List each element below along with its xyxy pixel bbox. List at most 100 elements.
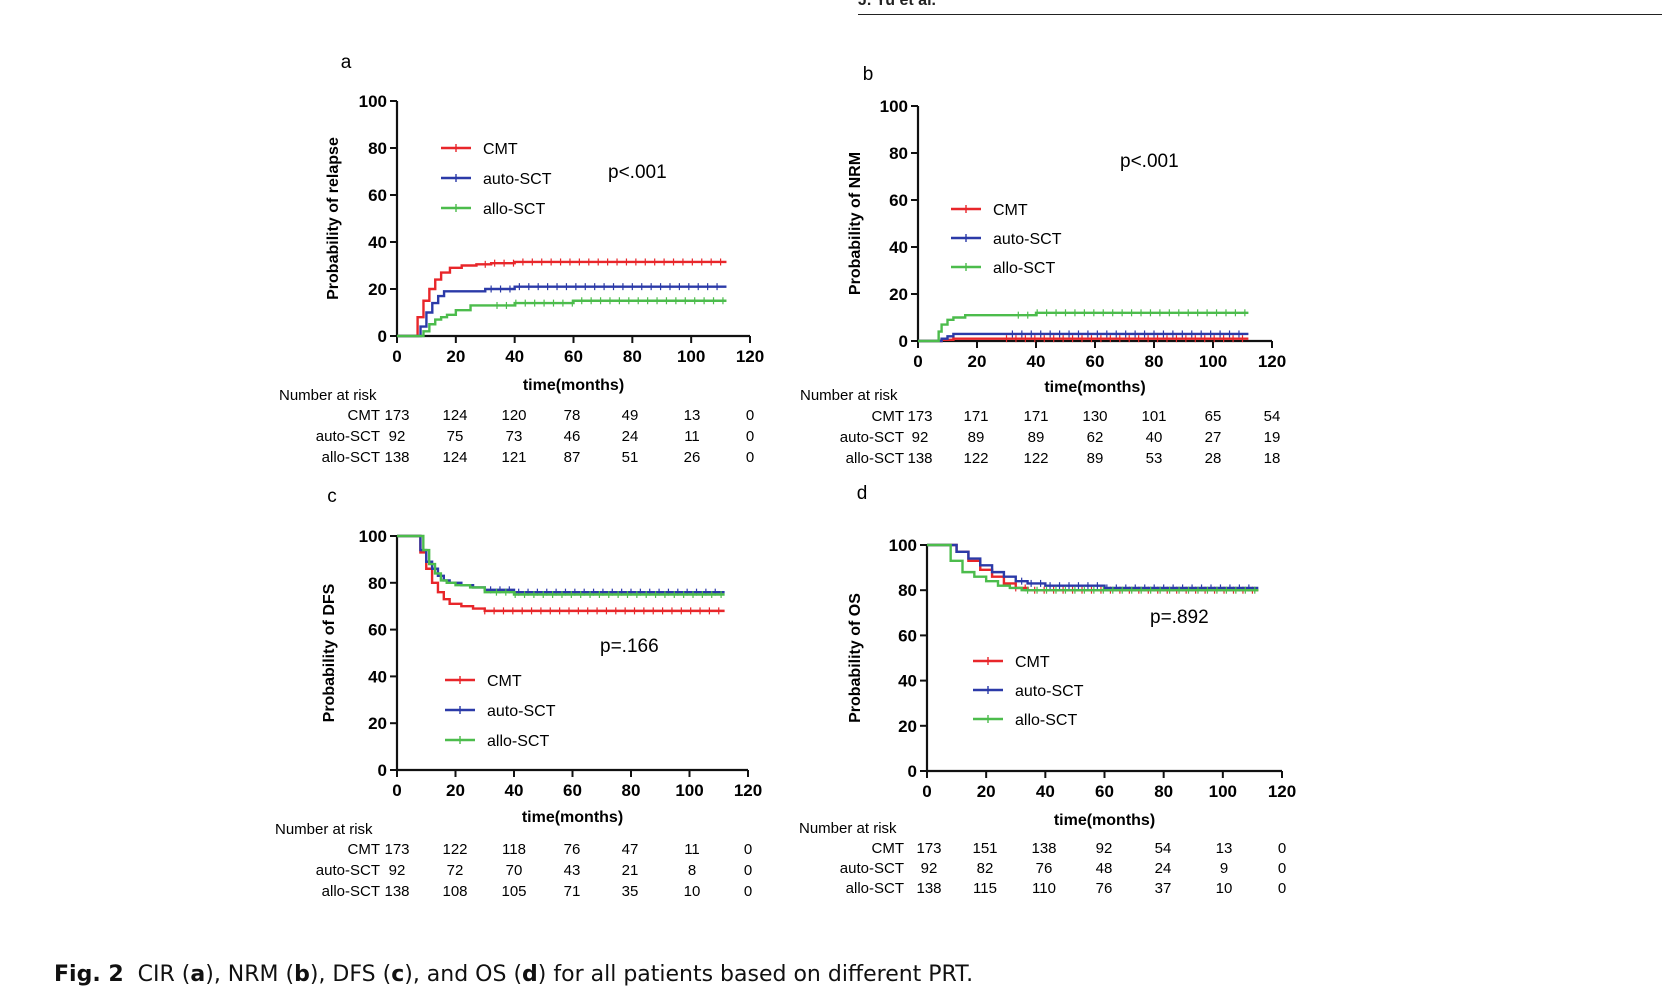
risk-value: 118 — [502, 841, 526, 858]
y-tick-label: 0 — [899, 332, 908, 351]
risk-value: 121 — [501, 449, 526, 466]
risk-value: 0 — [746, 428, 754, 445]
y-tick-label: 40 — [368, 233, 387, 252]
legend: CMT auto-SCT allo-SCT — [441, 141, 552, 218]
legend: CMT auto-SCT allo-SCT — [445, 673, 556, 750]
risk-value: 124 — [442, 449, 467, 466]
running-head: J. Yu et al. — [858, 0, 936, 9]
legend-label-allo-SCT: allo-SCT — [487, 733, 549, 750]
legend-label-CMT: CMT — [483, 141, 518, 158]
chart-panel-a: a 0 20 40 60 80 100 0 20 40 60 80 100 120 time(months)… — [279, 52, 764, 466]
censor-marks-CMT — [484, 607, 720, 615]
risk-value: 89 — [1028, 429, 1045, 446]
risk-value: 65 — [1205, 408, 1222, 425]
risk-value: 11 — [684, 428, 700, 445]
y-tick-label: 20 — [368, 714, 387, 733]
risk-value: 122 — [963, 450, 988, 467]
risk-value: 37 — [1155, 880, 1172, 897]
risk-value: 173 — [907, 408, 932, 425]
risk-value: 101 — [1141, 408, 1166, 425]
y-tick-label: 60 — [898, 626, 917, 645]
series-line-auto-SCT — [397, 285, 727, 338]
risk-value: 0 — [744, 841, 752, 858]
p-value: p=.892 — [1150, 607, 1209, 628]
x-tick-label: 100 — [1209, 782, 1237, 801]
x-tick-label: 80 — [623, 347, 642, 366]
risk-value: 47 — [622, 841, 639, 858]
risk-value: 13 — [684, 407, 701, 424]
x-tick-label: 60 — [564, 347, 583, 366]
risk-value: 62 — [1087, 429, 1104, 446]
y-tick-label: 100 — [880, 97, 908, 116]
risk-value: 89 — [968, 429, 985, 446]
panel-letter: a — [341, 52, 352, 73]
x-tick-label: 40 — [505, 347, 524, 366]
p-value: p=.166 — [600, 636, 659, 657]
risk-value: 0 — [1278, 840, 1286, 857]
risk-value: 87 — [564, 449, 581, 466]
risk-value: 40 — [1146, 429, 1163, 446]
risk-value: 75 — [447, 428, 464, 445]
series-line-auto-SCT — [927, 543, 1259, 590]
risk-row-label: CMT — [348, 407, 381, 424]
panel-letter: b — [863, 64, 874, 85]
censor-marks-auto-SCT — [490, 283, 718, 293]
x-axis-label: time(months) — [1054, 812, 1155, 829]
risk-value: 43 — [564, 862, 581, 879]
risk-value: 173 — [384, 841, 409, 858]
chart-panel-b: b 0 20 40 60 80 100 0 20 40 60 80 100 120 time(months)… — [800, 64, 1286, 467]
risk-value: 53 — [1146, 450, 1163, 467]
y-tick-label: 60 — [368, 186, 387, 205]
risk-value: 19 — [1264, 429, 1281, 446]
risk-value: 151 — [972, 840, 997, 857]
x-tick-label: 120 — [1268, 782, 1296, 801]
risk-value: 10 — [684, 883, 701, 900]
risk-table-title: Number at risk — [800, 387, 898, 404]
x-tick-label: 100 — [1199, 352, 1227, 371]
x-tick-label: 120 — [1258, 352, 1286, 371]
risk-table: Number at risk CMT 173 151 138 92 54 13 0 auto-SC… — [799, 820, 1286, 897]
risk-value: 24 — [622, 428, 639, 445]
x-tick-label: 80 — [622, 781, 641, 800]
risk-row-label: auto-SCT — [316, 428, 380, 445]
risk-value: 71 — [564, 883, 581, 900]
risk-value: 26 — [684, 449, 701, 466]
legend-label-CMT: CMT — [993, 202, 1028, 219]
risk-value: 122 — [442, 841, 467, 858]
censor-marks-auto-SCT — [1011, 330, 1240, 338]
series-line-allo-SCT — [918, 311, 1249, 343]
x-tick-label: 60 — [563, 781, 582, 800]
legend-label-auto-SCT: auto-SCT — [993, 231, 1062, 248]
y-tick-label: 40 — [368, 667, 387, 686]
legend: CMT auto-SCT allo-SCT — [951, 202, 1062, 277]
x-tick-label: 40 — [1036, 782, 1055, 801]
censor-marks-allo-SCT — [1017, 309, 1246, 319]
x-tick-label: 100 — [677, 347, 705, 366]
risk-value: 138 — [384, 883, 409, 900]
risk-table-title: Number at risk — [279, 387, 377, 404]
y-tick-label: 60 — [889, 191, 908, 210]
risk-value: 10 — [1216, 880, 1233, 897]
x-tick-label: 100 — [675, 781, 703, 800]
x-tick-label: 0 — [392, 347, 401, 366]
censor-marks-allo-SCT — [495, 588, 722, 598]
risk-value: 92 — [389, 862, 406, 879]
risk-value: 89 — [1087, 450, 1104, 467]
risk-value: 138 — [907, 450, 932, 467]
risk-value: 76 — [1096, 880, 1113, 897]
risk-row-label: allo-SCT — [322, 883, 380, 900]
y-tick-label: 20 — [368, 280, 387, 299]
risk-value: 171 — [1023, 408, 1048, 425]
risk-value: 46 — [564, 428, 581, 445]
legend-label-allo-SCT: allo-SCT — [1015, 712, 1077, 729]
risk-value: 51 — [622, 449, 639, 466]
legend-label-CMT: CMT — [487, 673, 522, 690]
censor-marks-allo-SCT — [496, 297, 724, 309]
risk-row-label: auto-SCT — [840, 429, 904, 446]
risk-value: 78 — [564, 407, 581, 424]
risk-table-title: Number at risk — [275, 821, 373, 838]
risk-table: Number at risk CMT 173 124 120 78 49 13 0 auto-SC… — [279, 387, 754, 466]
y-tick-label: 100 — [359, 527, 387, 546]
risk-value: 13 — [1216, 840, 1233, 857]
legend-label-auto-SCT: auto-SCT — [483, 171, 552, 188]
